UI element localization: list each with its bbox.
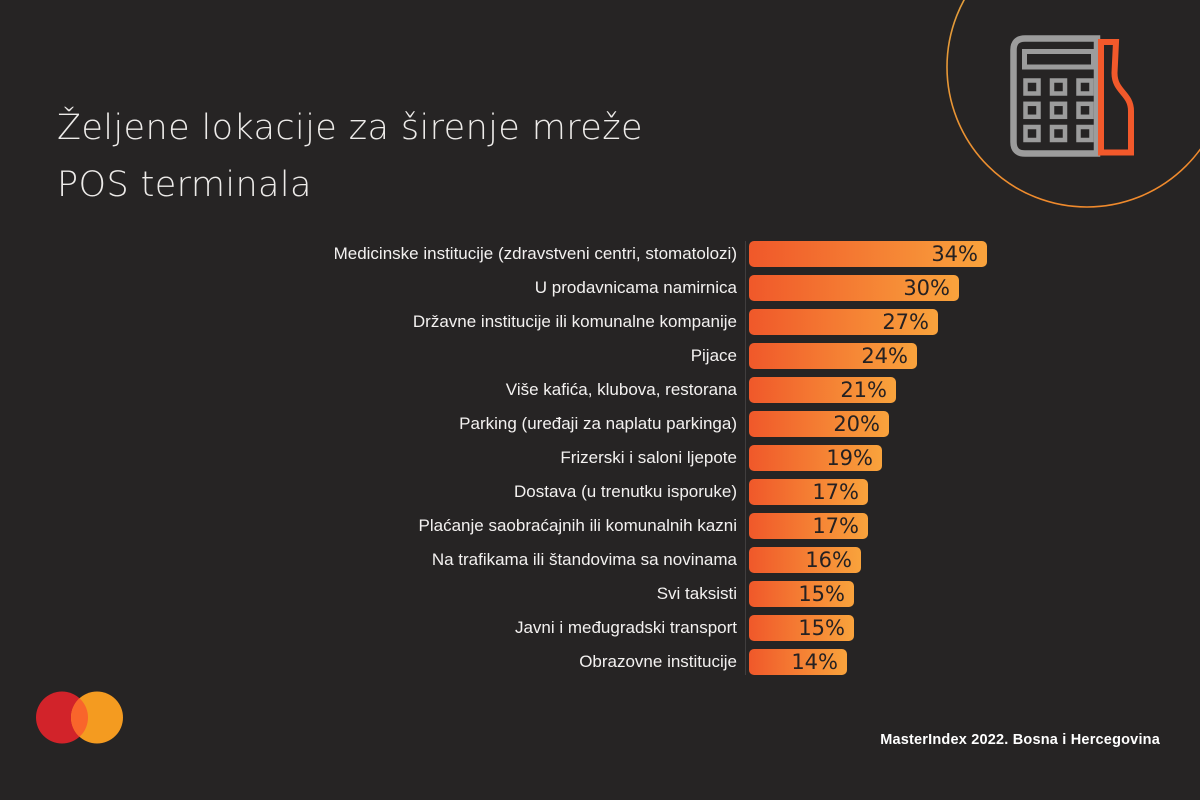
bar: 24% [749, 343, 917, 369]
bar: 30% [749, 275, 959, 301]
bar: 17% [749, 479, 868, 505]
bar-value-label: 17% [812, 479, 859, 504]
mastercard-overlap [71, 691, 88, 744]
bar-value-label: 24% [861, 343, 908, 368]
bar: 19% [749, 445, 882, 471]
chart-row: Plaćanje saobraćajnih ili komunalnih kaz… [0, 513, 1200, 539]
chart-row: U prodavnicama namirnica 30% [0, 275, 1200, 301]
chart-row: Više kafića, klubova, restorana 21% [0, 377, 1200, 403]
bar-value-label: 16% [805, 547, 852, 572]
bar-value-label: 15% [798, 615, 845, 640]
chart-row: Frizerski i saloni ljepote 19% [0, 445, 1200, 471]
chart-row: Medicinske institucije (zdravstveni cent… [0, 241, 1200, 267]
bar: 34% [749, 241, 987, 267]
bar-value-label: 17% [812, 513, 859, 538]
title-line-2: POS terminala [57, 165, 312, 205]
chart-row: Pijace 24% [0, 343, 1200, 369]
bar-chart: Medicinske institucije (zdravstveni cent… [0, 241, 1200, 675]
category-label: Javni i međugradski transport [514, 618, 737, 637]
bar: 15% [749, 581, 854, 607]
bar-value-label: 21% [840, 377, 887, 402]
page-title: Željene lokacije za širenje mreže POS te… [57, 100, 643, 214]
category-label: Pijace [690, 346, 737, 365]
chart-row: Dostava (u trenutku isporuke) 17% [0, 479, 1200, 505]
pos-terminal-icon [1010, 35, 1134, 157]
category-label: Obrazovne institucije [579, 652, 737, 671]
circle-outline-decoration [946, 0, 1200, 208]
bar-value-label: 14% [791, 649, 838, 674]
chart-row: Svi taksisti 15% [0, 581, 1200, 607]
bar-value-label: 19% [826, 445, 873, 470]
chart-row: Obrazovne institucije 14% [0, 649, 1200, 675]
category-label: U prodavnicama namirnica [534, 278, 737, 297]
category-label: Svi taksisti [656, 584, 737, 603]
bar-value-label: 27% [882, 309, 929, 334]
category-label: Parking (uređaji za naplatu parkinga) [459, 414, 737, 433]
bar-value-label: 34% [931, 241, 978, 266]
bar: 17% [749, 513, 868, 539]
bar-value-label: 20% [833, 411, 880, 436]
category-label: Plaćanje saobraćajnih ili komunalnih kaz… [418, 516, 737, 535]
category-label: Više kafića, klubova, restorana [505, 380, 737, 399]
bar-baseline-line [745, 241, 746, 675]
bar: 14% [749, 649, 847, 675]
mastercard-logo [36, 691, 123, 744]
chart-row: Javni i međugradski transport 15% [0, 615, 1200, 641]
chart-row: Parking (uređaji za naplatu parkinga) 20% [0, 411, 1200, 437]
bar: 20% [749, 411, 889, 437]
bar-value-label: 15% [798, 581, 845, 606]
category-label: Državne institucije ili komunalne kompan… [412, 312, 737, 331]
title-line-1: Željene lokacije za širenje mreže [57, 108, 643, 148]
bar: 27% [749, 309, 938, 335]
bar: 15% [749, 615, 854, 641]
bar: 16% [749, 547, 861, 573]
chart-row: Na trafikama ili štandovima sa novinama 1… [0, 547, 1200, 573]
chart-row: Državne institucije ili komunalne kompan… [0, 309, 1200, 335]
category-label: Medicinske institucije (zdravstveni cent… [333, 244, 737, 263]
bar: 21% [749, 377, 896, 403]
receipt-icon [1098, 39, 1134, 156]
category-label: Na trafikama ili štandovima sa novinama [431, 550, 737, 569]
category-label: Dostava (u trenutku isporuke) [514, 482, 737, 501]
category-label: Frizerski i saloni ljepote [560, 448, 737, 467]
source-caption: MasterIndex 2022. Bosna i Hercegovina [880, 732, 1160, 748]
bar-value-label: 30% [903, 275, 950, 300]
